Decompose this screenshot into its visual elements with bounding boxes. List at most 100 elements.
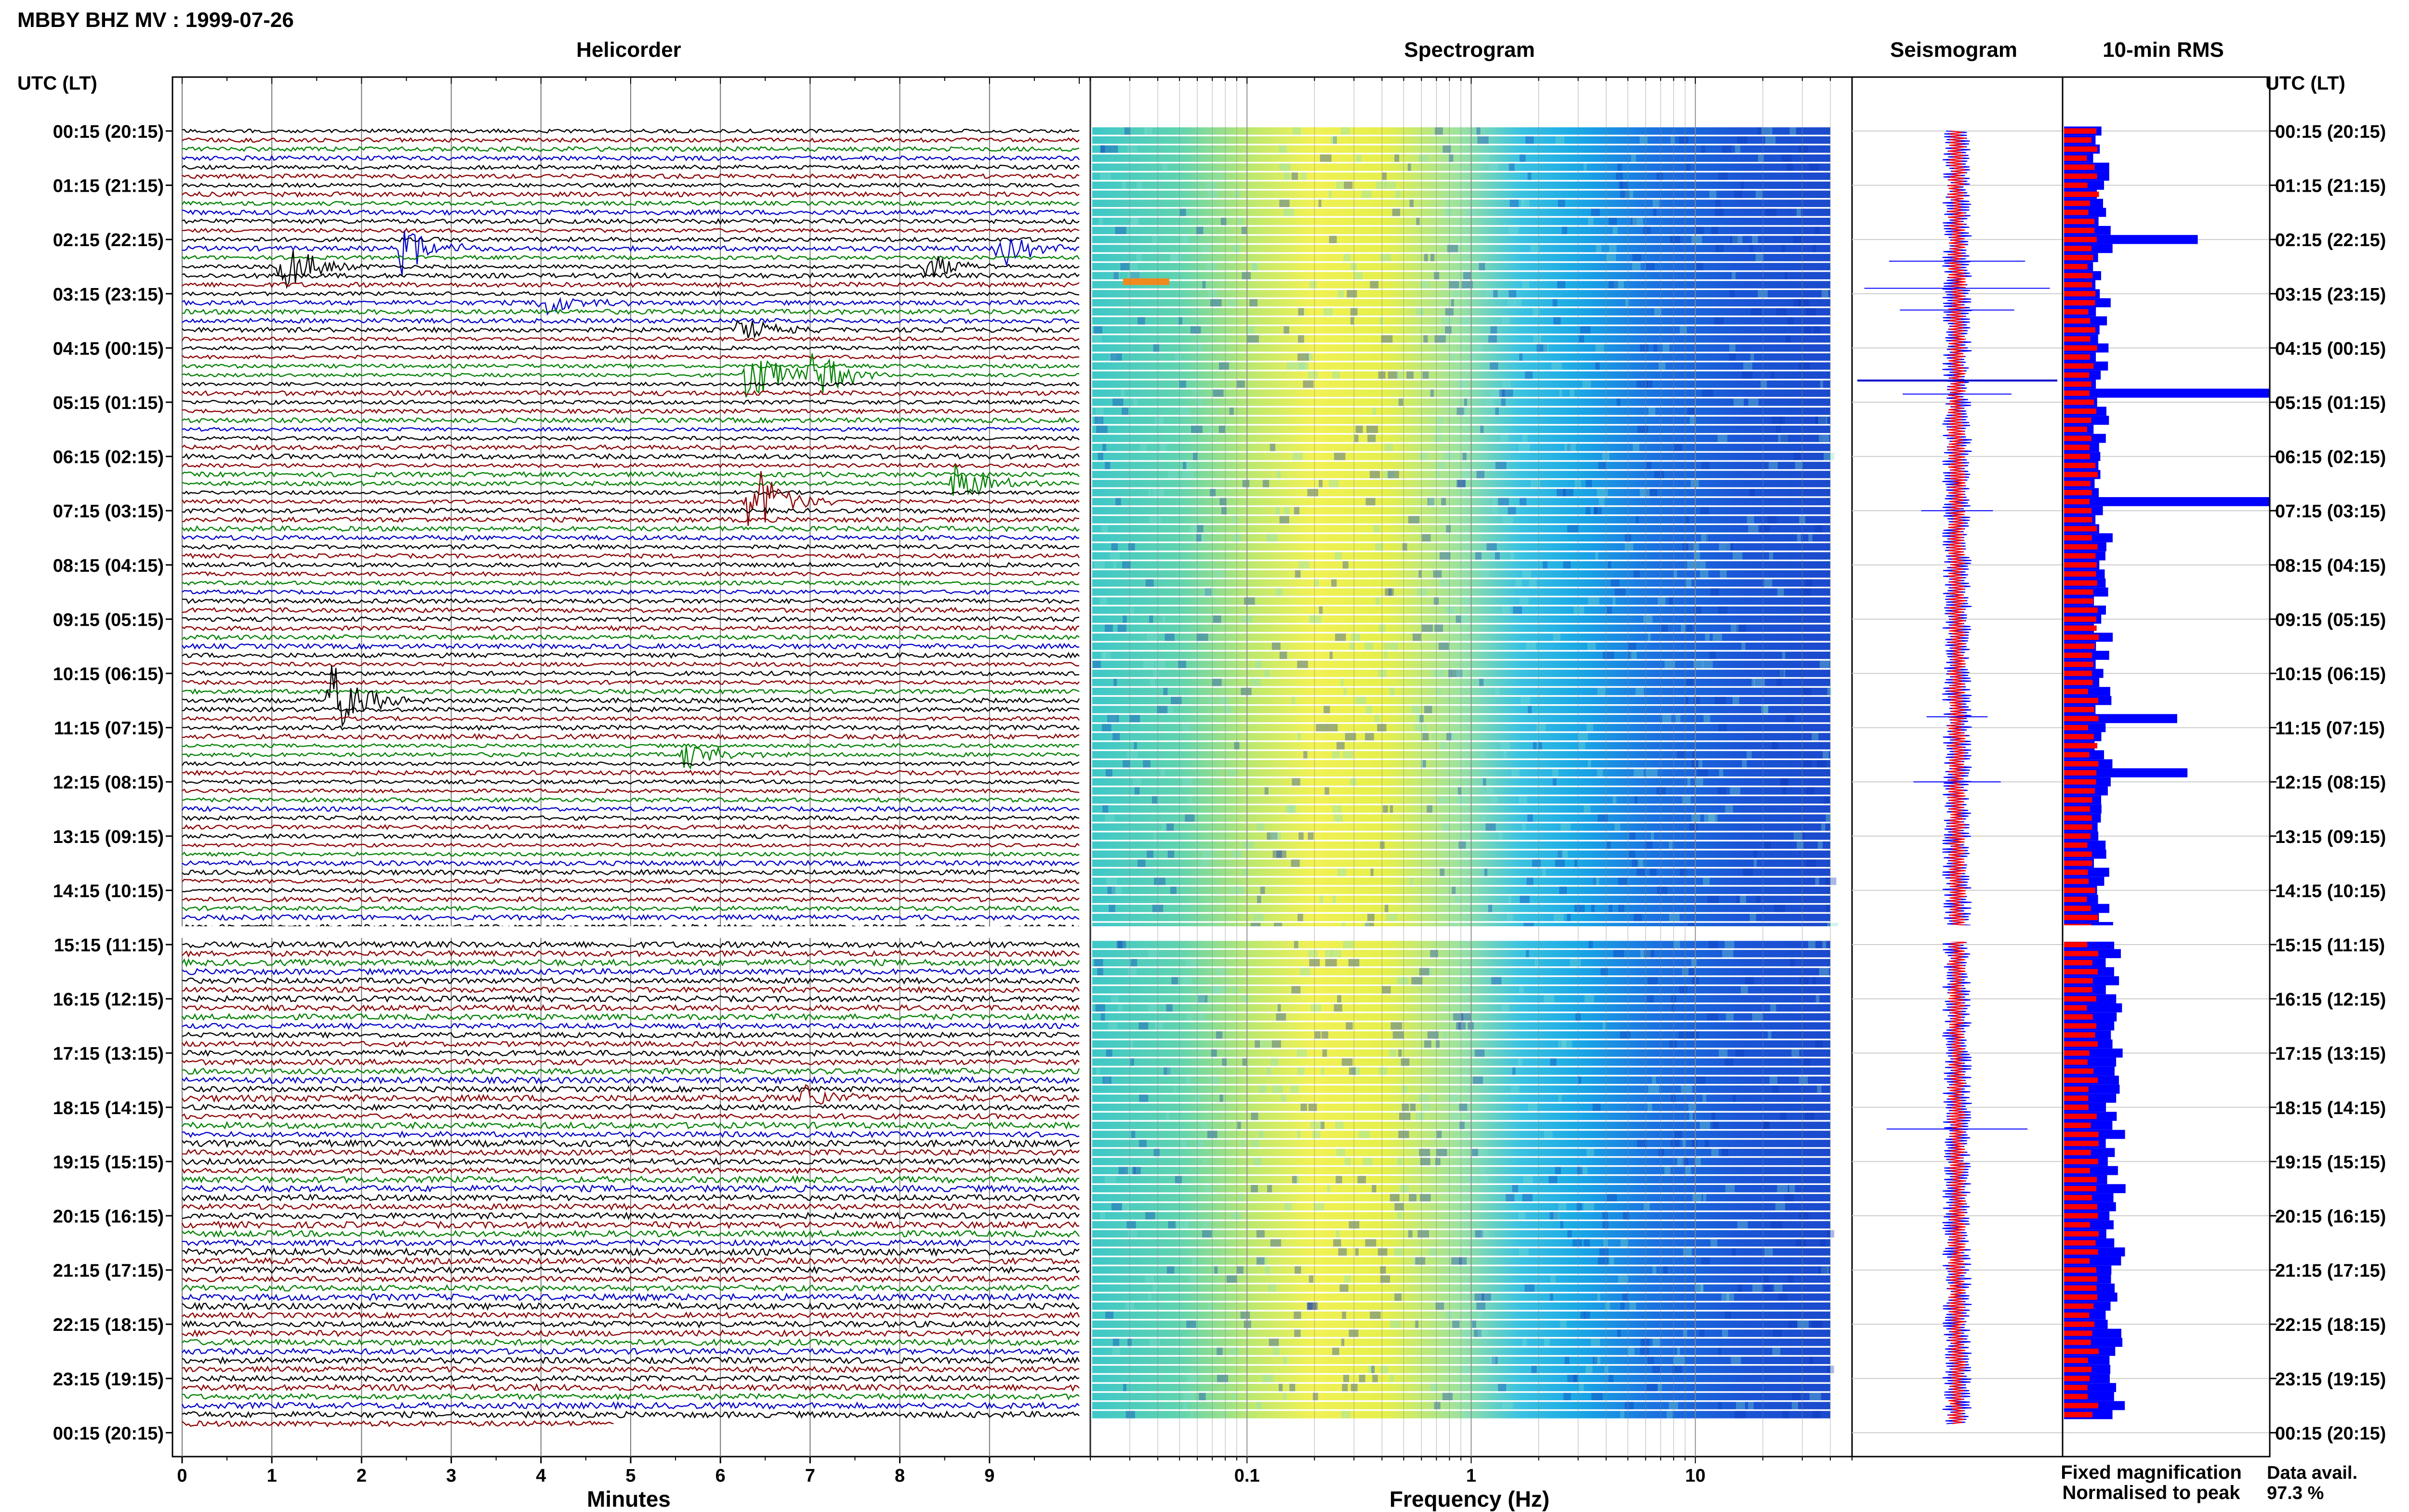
helicorder-trace-row <box>182 1113 1080 1120</box>
spectrogram-speckle <box>1118 1004 1123 1012</box>
spectrogram-speckle <box>1256 1257 1265 1265</box>
spectrogram-speckle <box>1528 1104 1538 1111</box>
spectrogram-speckle <box>1462 471 1470 478</box>
rms-bar-normalised <box>2064 671 2092 676</box>
spectrogram-speckle <box>1522 823 1526 831</box>
spectrogram-speckle <box>1178 660 1186 668</box>
rms-bar-normalised <box>2064 634 2099 640</box>
spectrogram-speckle <box>1308 1104 1317 1111</box>
spectrogram-speckle <box>1118 1167 1128 1174</box>
spectrogram-speckle <box>1448 670 1452 677</box>
spectrogram-speckle <box>1461 1366 1472 1373</box>
rms-bar-normalised <box>2064 887 2095 894</box>
spectrogram-speckle <box>1218 425 1225 433</box>
spectrogram-speckle <box>1520 199 1524 207</box>
helicorder-trace-row <box>181 1203 1080 1211</box>
spectrogram-speckle <box>1732 272 1736 279</box>
helicorder-trace-row <box>182 319 1080 339</box>
spectrogram-speckle <box>1314 579 1319 587</box>
rms-bar-normalised <box>2064 1005 2087 1011</box>
spectrogram-speckle <box>1563 488 1574 497</box>
spectrogram-speckle <box>1412 633 1421 641</box>
spectrogram-speckle <box>1140 444 1147 451</box>
spectrogram-speckle <box>1321 1067 1324 1075</box>
spectrogram-speckle <box>1480 1148 1487 1157</box>
spectrogram-speckle <box>1608 281 1618 289</box>
spectrogram-speckle <box>1797 841 1804 849</box>
spectrogram-speckle <box>1271 1058 1278 1066</box>
spectrogram-row <box>1092 299 1830 307</box>
spectrogram-speckle <box>1108 1022 1118 1030</box>
spectrogram-speckle <box>1145 1212 1155 1220</box>
spectrogram-speckle <box>1430 950 1438 958</box>
spectrogram-speckle <box>1654 308 1662 316</box>
spectrogram-speckle <box>1417 1230 1429 1238</box>
time-label-right: 07:15 (03:15) <box>2275 501 2386 522</box>
time-label-left: 14:15 (10:15) <box>53 881 164 901</box>
rms-bar-normalised <box>2064 191 2099 197</box>
rms-bar-normalised <box>2064 1050 2090 1056</box>
spectrogram-speckle <box>1285 805 1297 813</box>
rms-bar-normalised <box>2064 1267 2097 1273</box>
spectrogram-speckle <box>1685 697 1689 704</box>
spectrogram-speckle <box>1475 1230 1483 1238</box>
spectrogram-speckle <box>1458 380 1467 388</box>
spectrogram-speckle <box>1485 823 1496 831</box>
spectrogram-speckle <box>1122 181 1126 189</box>
spectrogram-speckle <box>1337 868 1347 876</box>
spectrogram-speckle <box>1755 254 1763 262</box>
spectrogram-speckle <box>1327 723 1338 732</box>
spectrogram-speckle <box>1343 687 1347 696</box>
spectrogram-row <box>1092 1375 1830 1382</box>
spectrogram-speckle <box>1211 1049 1217 1057</box>
spectrogram-speckle <box>1255 660 1262 668</box>
spectrogram-speckle <box>1422 733 1429 741</box>
spectrogram-speckle <box>1455 895 1460 903</box>
spectrogram-speckle <box>1749 488 1755 497</box>
spectrogram-speckle <box>1582 380 1591 388</box>
spectrogram-speckle <box>1456 1022 1461 1030</box>
spectrogram-speckle <box>1726 1013 1734 1021</box>
spectrogram-speckle <box>1763 1275 1769 1283</box>
spectrogram-speckle <box>1613 950 1624 958</box>
spectrogram-speckle <box>1396 371 1403 379</box>
spectrogram-speckle <box>1198 1013 1204 1021</box>
helicorder-trace-row <box>182 797 1080 803</box>
spectrogram-speckle <box>1758 154 1764 162</box>
spectrogram-speckle <box>1112 398 1124 406</box>
spectrogram-speckle <box>1301 172 1307 180</box>
helicorder-trace-row <box>182 679 1080 685</box>
spectrogram-speckle <box>1451 1112 1459 1120</box>
spectrogram-speckle <box>1762 1121 1770 1130</box>
spectrogram-speckle <box>1714 317 1724 325</box>
spectrogram-speckle <box>1129 715 1140 723</box>
spectrogram-speckle <box>1154 416 1164 424</box>
spectrogram-speckle <box>1776 679 1782 686</box>
spectrogram-speckle <box>1452 886 1456 894</box>
spectrogram-speckle <box>1372 1375 1378 1382</box>
rms-bar-normalised <box>2064 815 2092 821</box>
spectrogram-speckle <box>1111 995 1119 1003</box>
spectrogram-speckle <box>1518 1212 1526 1220</box>
helicorder-trace-row <box>182 254 1080 261</box>
spectrogram-speckle <box>1737 1221 1748 1229</box>
rms-bar-normalised <box>2064 987 2092 993</box>
spectrogram-speckle <box>1113 272 1119 279</box>
spectrogram-speckle <box>1382 471 1394 478</box>
spectrogram-speckle <box>1523 1176 1533 1183</box>
spectrogram-speckle <box>1620 1411 1625 1419</box>
helicorder-trace-row <box>182 381 1080 387</box>
spectrogram-speckle <box>1495 408 1499 415</box>
spectrogram-speckle <box>1105 1176 1116 1183</box>
helicorder-trace-row <box>182 1130 1080 1139</box>
spectrogram-speckle <box>1710 588 1720 596</box>
spectrogram-speckle <box>1291 986 1301 994</box>
spectrogram-speckle <box>1284 172 1290 180</box>
spectrogram-row <box>1092 344 1830 352</box>
spectrogram-row <box>1092 308 1830 316</box>
spectrogram-speckle <box>1580 1167 1588 1174</box>
spectrogram-speckle <box>1186 1320 1196 1328</box>
spectrogram-speckle <box>1552 299 1558 307</box>
spectrogram-speckle <box>1445 326 1452 334</box>
spectrogram-speckle <box>1674 570 1677 578</box>
